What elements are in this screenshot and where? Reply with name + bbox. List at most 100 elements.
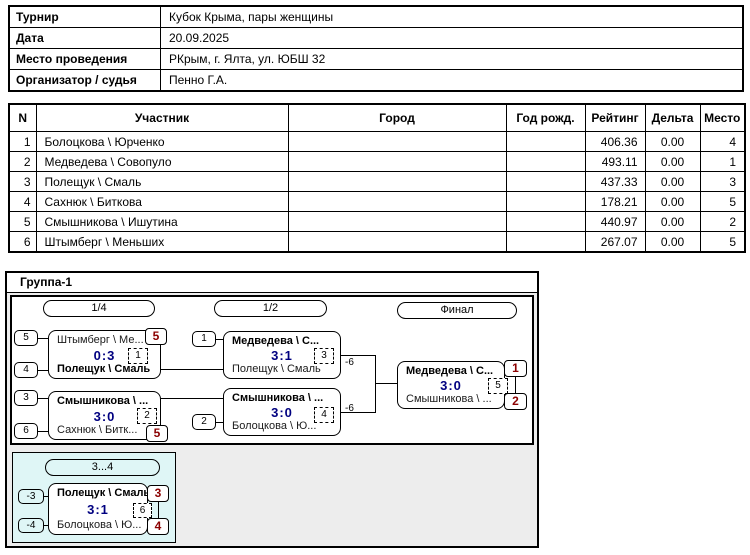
cell-rating: 437.33: [584, 171, 646, 192]
cell-rating: 440.97: [584, 211, 646, 232]
tournament-info-table: Турнир Кубок Крыма, пары женщины Дата 20…: [8, 5, 744, 92]
cell-birth: [505, 131, 586, 152]
match-score: 3:1: [87, 502, 109, 517]
team-name-top: Смышникова \ ...: [232, 392, 324, 404]
cell-delta: 0.00: [644, 231, 701, 253]
group-title: Группа-1: [7, 273, 537, 293]
cell-city: [287, 151, 507, 172]
info-value-venue: РКрым, г. Ялта, ул. ЮБШ 32: [160, 48, 744, 70]
table-row: 1 Болоцкова \ Юрченко 406.36 0.00 4: [8, 131, 746, 152]
seed-connector: [44, 496, 48, 497]
info-label-date: Дата: [8, 27, 161, 49]
table-row: 6 Штымберг \ Меньших 267.07 0.00 5: [8, 231, 746, 253]
connector-line: [161, 369, 223, 370]
team-name-bottom: Болоцкова \ Ю...: [232, 420, 317, 432]
badge-connector: [158, 502, 159, 519]
cell-rating: 267.07: [584, 231, 646, 253]
round-label-place34: 3...4: [45, 459, 160, 476]
round-label-semifinal: 1/2: [214, 300, 327, 317]
place-badge: 1: [504, 360, 527, 377]
participants-header-row: N Участник Город Год рожд. Рейтинг Дельт…: [8, 103, 746, 132]
cell-delta: 0.00: [644, 131, 701, 152]
cell-city: [287, 171, 507, 192]
team-name-bottom: Сахнюк \ Битк...: [57, 424, 138, 436]
seed-connector: [216, 422, 223, 423]
cell-n: 2: [8, 151, 37, 172]
header-city: Город: [287, 103, 507, 132]
info-value-organizer: Пенно Г.А.: [160, 69, 744, 92]
connector-line: [161, 398, 223, 399]
match-box-qf2: Смышникова \ ... 3:0 Сахнюк \ Битк...: [48, 391, 161, 440]
cell-place: 2: [699, 211, 746, 232]
cell-n: 1: [8, 131, 37, 152]
connector-line: [375, 355, 376, 413]
participants-table: N Участник Город Год рожд. Рейтинг Дельт…: [8, 103, 746, 253]
cell-birth: [505, 171, 586, 192]
cell-name: Болоцкова \ Юрченко: [35, 131, 289, 152]
match-number-box: 4: [314, 407, 334, 423]
cell-place: 4: [699, 131, 746, 152]
info-label-tournament: Турнир: [8, 5, 161, 28]
cell-delta: 0.00: [644, 151, 701, 172]
rating-delta-label: -6: [345, 357, 354, 368]
table-row: 3 Полещук \ Смаль 437.33 0.00 3: [8, 171, 746, 192]
cell-name: Полещук \ Смаль: [35, 171, 289, 192]
cell-delta: 0.00: [644, 211, 701, 232]
team-name-top: Медведева \ С...: [232, 335, 320, 347]
cell-birth: [505, 151, 586, 172]
team-name-bottom: Болоцкова \ Ю...: [57, 519, 142, 531]
match-number-box: 3: [314, 348, 334, 364]
cell-birth: [505, 211, 586, 232]
round-label-quarterfinal: 1/4: [43, 300, 155, 317]
info-value-tournament: Кубок Крыма, пары женщины: [160, 5, 744, 28]
cell-city: [287, 211, 507, 232]
team-name-bottom: Полещук \ Смаль: [57, 363, 151, 375]
info-label-organizer: Организатор / судья: [8, 69, 161, 92]
cell-city: [287, 191, 507, 212]
seed-connector: [38, 398, 48, 399]
match-score: 3:1: [271, 348, 293, 363]
cell-place: 5: [699, 231, 746, 253]
cell-rating: 406.36: [584, 131, 646, 152]
team-name-top: Медведева \ С...: [406, 365, 494, 377]
cell-n: 6: [8, 231, 37, 253]
match-score: 3:0: [271, 405, 293, 420]
header-n: N: [8, 103, 37, 132]
header-birth: Год рожд.: [505, 103, 586, 132]
place-badge: 5: [145, 328, 167, 345]
place-badge: 5: [146, 425, 168, 442]
cell-name: Штымберг \ Меньших: [35, 231, 289, 253]
cell-n: 5: [8, 211, 37, 232]
team-name-top: Полещук \ Смаль: [57, 487, 147, 499]
info-row: Место проведения РКрым, г. Ялта, ул. ЮБШ…: [8, 48, 744, 70]
match-number-box: 2: [137, 408, 157, 424]
header-place: Место: [699, 103, 746, 132]
seed-badge: -4: [18, 518, 44, 533]
cell-place: 5: [699, 191, 746, 212]
match-box-final: Медведева \ С... 3:0 Смышникова \ ...: [397, 361, 505, 409]
cell-delta: 0.00: [644, 191, 701, 212]
seed-badge: 2: [192, 414, 216, 430]
info-row: Дата 20.09.2025: [8, 27, 744, 49]
seed-badge: 6: [14, 423, 38, 439]
match-box-sf1: Медведева \ С... 3:1 Полещук \ Смаль: [223, 331, 341, 379]
team-name-bottom: Полещук \ Смаль: [232, 363, 321, 375]
table-row: 4 Сахнюк \ Биткова 178.21 0.00 5: [8, 191, 746, 212]
badge-connector: [515, 377, 516, 394]
seed-badge: 1: [192, 331, 216, 347]
cell-birth: [505, 191, 586, 212]
info-value-date: 20.09.2025: [160, 27, 744, 49]
seed-connector: [38, 370, 48, 371]
table-row: 5 Смышникова \ Ишутина 440.97 0.00 2: [8, 211, 746, 232]
seed-badge: 3: [14, 390, 38, 406]
header-name: Участник: [35, 103, 289, 132]
seed-badge: 5: [14, 330, 38, 346]
cell-name: Сахнюк \ Биткова: [35, 191, 289, 212]
seed-badge: -3: [18, 489, 44, 504]
match-score: 3:0: [440, 378, 462, 393]
team-name-top: Штымберг \ Ме...: [57, 334, 144, 346]
seed-connector: [38, 431, 48, 432]
team-name-top: Смышникова \ ...: [57, 395, 149, 407]
place-badge: 2: [504, 393, 527, 410]
match-score: 0:3: [93, 347, 116, 363]
